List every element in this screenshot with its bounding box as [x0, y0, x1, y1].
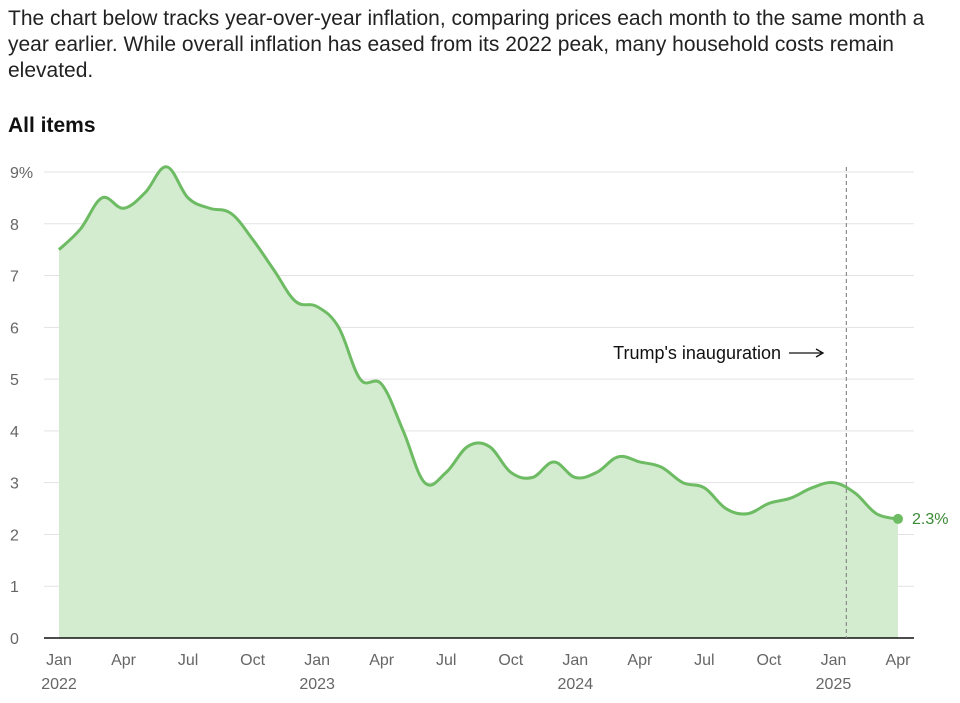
data-point [251, 237, 255, 241]
y-tick-label: 0 [10, 631, 19, 648]
data-point [745, 512, 749, 516]
x-tick-month: Jan [304, 652, 330, 669]
data-point [444, 470, 448, 474]
x-tick-month: Jan [562, 652, 588, 669]
x-tick-month: Apr [369, 652, 395, 669]
data-point [358, 377, 362, 381]
x-tick-month: Jan [821, 652, 847, 669]
x-tick-month: Jan [46, 652, 72, 669]
data-point [831, 481, 835, 485]
x-axis-ticks: Jan 2022 Apr Jul Oct Jan 2023 Apr Jul Oct Jan 2024 A… [41, 652, 911, 693]
data-point [401, 429, 405, 433]
y-tick-label: 9% [10, 165, 33, 182]
data-point [874, 512, 878, 516]
x-tick-year: 2023 [299, 676, 335, 693]
x-tick-month: Apr [627, 652, 653, 669]
annotation-arrowhead [815, 348, 825, 358]
y-tick-label: 3 [10, 476, 19, 493]
x-tick-month: Oct [240, 652, 265, 669]
data-point [638, 460, 642, 464]
data-point [573, 475, 577, 479]
data-point [788, 496, 792, 500]
x-tick-month: Apr [886, 652, 912, 669]
data-point [57, 248, 61, 252]
data-point [79, 227, 83, 231]
intro-text: The chart below tracks year-over-year in… [8, 7, 925, 82]
data-point [530, 475, 534, 479]
y-tick-label: 5 [10, 372, 19, 389]
data-point [294, 299, 298, 303]
data-point [380, 382, 384, 386]
x-tick-month: Jul [694, 652, 714, 669]
y-axis-ticks: 0 1 2 3 4 5 6 7 8 9% [10, 165, 33, 648]
data-point [659, 465, 663, 469]
data-point [337, 325, 341, 329]
end-point-marker [893, 513, 903, 524]
x-tick-year: 2022 [41, 676, 77, 693]
x-tick-year: 2024 [558, 676, 594, 693]
y-tick-label: 1 [10, 579, 19, 596]
data-point [767, 501, 771, 505]
data-point [810, 486, 814, 490]
y-tick-label: 2 [10, 527, 19, 544]
series-area [59, 166, 898, 638]
data-point [143, 191, 147, 195]
data-point [487, 444, 491, 448]
data-point [466, 444, 470, 448]
y-tick-label: 8 [10, 217, 19, 234]
data-point [100, 196, 104, 200]
data-point [616, 455, 620, 459]
data-point [272, 268, 276, 272]
data-point [509, 470, 513, 474]
x-tick-month: Apr [111, 652, 137, 669]
y-tick-label: 7 [10, 269, 19, 286]
data-point [552, 460, 556, 464]
chart-title: All items [8, 114, 96, 137]
x-tick-month: Jul [436, 652, 456, 669]
data-point [208, 206, 212, 210]
y-tick-label: 6 [10, 320, 19, 337]
x-tick-month: Oct [498, 652, 523, 669]
x-tick-month: Jul [178, 652, 198, 669]
data-point [595, 470, 599, 474]
data-point [702, 486, 706, 490]
data-point [724, 507, 728, 511]
data-point [186, 196, 190, 200]
data-point [229, 211, 233, 215]
annotation-text: Trump's inauguration [613, 343, 781, 363]
x-tick-month: Oct [756, 652, 781, 669]
series-line [57, 165, 899, 521]
data-point [315, 305, 319, 309]
data-point [681, 481, 685, 485]
data-point [423, 481, 427, 485]
x-tick-year: 2025 [816, 676, 852, 693]
end-value-label: 2.3% [912, 511, 948, 528]
data-point [122, 206, 126, 210]
data-point [165, 165, 169, 169]
data-point [853, 491, 857, 495]
y-tick-label: 4 [10, 424, 19, 441]
